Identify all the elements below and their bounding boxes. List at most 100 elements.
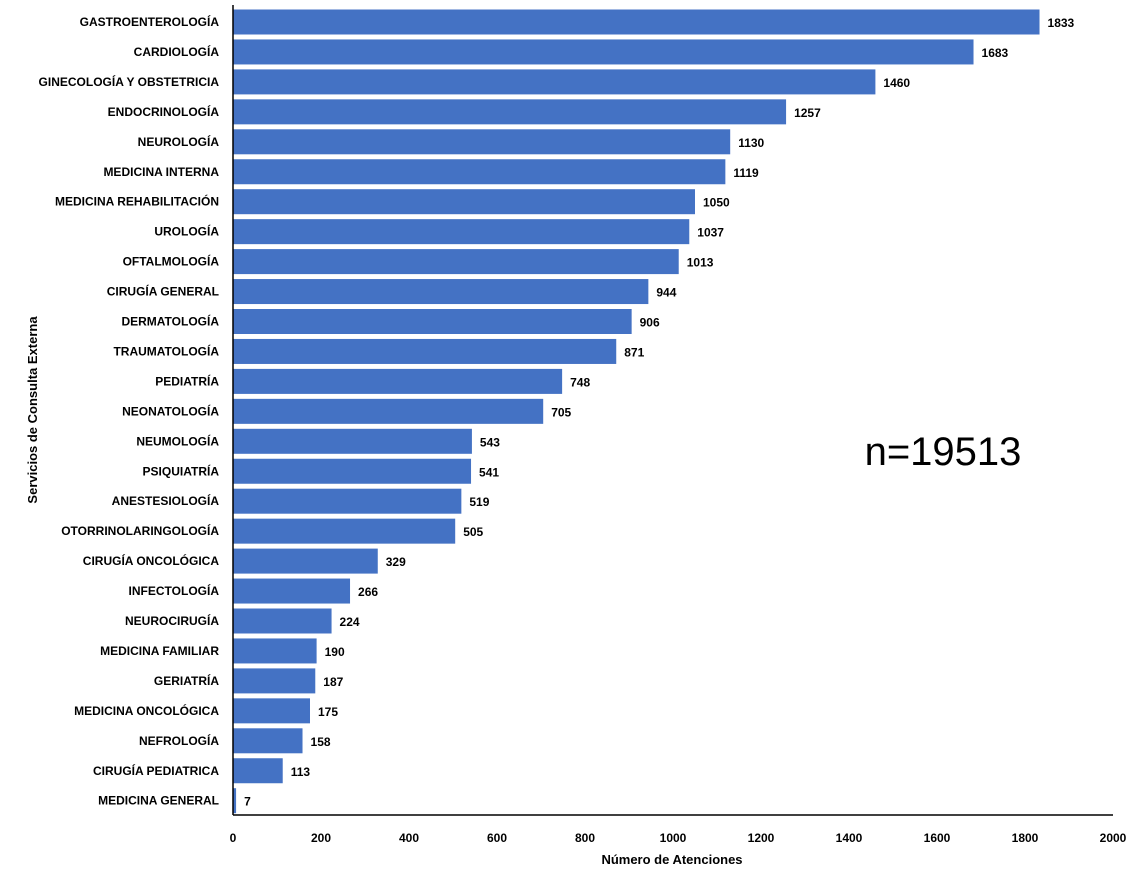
category-labels-group: GASTROENTEROLOGÍA CARDIOLOGÍA GINECOLOGÍA … [39, 14, 220, 808]
value-label: 158 [311, 735, 331, 749]
bar [233, 69, 876, 95]
bar [233, 279, 649, 305]
bar [233, 488, 462, 514]
x-tick-label: 1600 [924, 831, 951, 845]
category-label: GERIATRÍA [154, 673, 219, 688]
bar [233, 309, 632, 334]
x-tick-label: 2000 [1100, 831, 1127, 845]
category-label: CIRUGÍA ONCOLÓGICA [83, 553, 220, 568]
value-label: 505 [463, 525, 483, 539]
value-label: 1119 [733, 166, 759, 180]
category-label: NEONATOLOGÍA [122, 403, 219, 418]
bar [233, 9, 1040, 35]
value-label: 1037 [697, 226, 724, 240]
value-label: 190 [325, 645, 345, 659]
value-label: 175 [318, 705, 338, 719]
category-label: NEUROLOGÍA [138, 134, 220, 149]
x-tick-label: 1800 [1012, 831, 1039, 845]
bar [233, 728, 303, 754]
x-tick-label: 1200 [748, 831, 775, 845]
sample-size-annotation: n=19513 [865, 430, 1022, 474]
category-label: TRAUMATOLOGÍA [113, 343, 219, 358]
category-label: OTORRINOLARINGOLOGÍA [61, 523, 219, 538]
category-label: ANESTESIOLOGÍA [112, 493, 220, 508]
value-label: 1050 [703, 196, 730, 210]
x-tick-label: 800 [575, 831, 595, 845]
bar [233, 39, 974, 65]
category-label: NEFROLOGÍA [139, 733, 219, 748]
bar [233, 249, 679, 275]
category-label: ENDOCRINOLOGÍA [108, 104, 220, 119]
bar [233, 129, 731, 155]
x-tick-label: 600 [487, 831, 507, 845]
category-label: INFECTOLOGÍA [129, 583, 220, 598]
category-label: MEDICINA FAMILIAR [100, 644, 219, 658]
bar [233, 788, 237, 814]
x-tick-labels-group: 0 200 400 600 800 1000 1200 1400 1600 1800 2000 [230, 831, 1127, 845]
bar [233, 428, 472, 454]
value-label: 329 [386, 555, 406, 569]
value-label: 1130 [738, 136, 764, 150]
y-axis-title: Servicios de Consulta Externa [25, 316, 40, 504]
bar [233, 368, 563, 394]
bar [233, 219, 690, 245]
bar [233, 99, 787, 125]
value-label: 906 [640, 316, 660, 330]
category-label: PEDIATRÍA [155, 373, 219, 388]
value-label: 541 [479, 465, 499, 479]
value-label: 187 [323, 675, 343, 689]
value-label: 1833 [1048, 16, 1075, 30]
value-label: 1257 [794, 106, 821, 120]
bar [233, 608, 332, 634]
bar [233, 398, 544, 424]
value-label: 1013 [687, 256, 714, 270]
value-label: 224 [340, 615, 360, 629]
value-labels-group: 1833 1683 1460 1257 1130 1119 1050 1037 1013 944 9… [244, 16, 1074, 809]
category-label: NEUMOLOGÍA [136, 433, 219, 448]
bar [233, 698, 310, 724]
category-label: CARDIOLOGÍA [134, 44, 220, 59]
value-label: 543 [480, 435, 500, 449]
x-tick-label: 1000 [660, 831, 687, 845]
value-label: 7 [244, 795, 251, 809]
value-label: 1683 [982, 46, 1009, 60]
category-label: NEUROCIRUGÍA [125, 613, 219, 628]
bar [233, 668, 316, 694]
value-label: 944 [656, 286, 676, 300]
category-label: MEDICINA REHABILITACIÓN [55, 194, 219, 209]
category-label: UROLOGÍA [154, 224, 219, 239]
category-label: CIRUGÍA PEDIATRICA [93, 763, 219, 778]
bar [233, 758, 283, 784]
value-label: 519 [469, 495, 489, 509]
value-label: 1460 [883, 76, 910, 90]
value-label: 748 [570, 375, 590, 389]
bar [233, 189, 695, 215]
category-label: OFTALMOLOGÍA [123, 254, 220, 269]
bar [233, 159, 726, 185]
category-label: MEDICINA ONCOLÓGICA [74, 703, 219, 718]
bar [233, 548, 378, 574]
bar [233, 338, 617, 364]
x-tick-label: 400 [399, 831, 419, 845]
category-label: PSIQUIATRÍA [143, 463, 220, 478]
value-label: 871 [624, 345, 644, 359]
bar [233, 578, 351, 604]
x-tick-label: 200 [311, 831, 331, 845]
value-label: 113 [291, 765, 311, 779]
bar [233, 518, 456, 544]
x-axis-title: Número de Atenciones [601, 852, 742, 867]
category-label: CIRUGÍA GENERAL [107, 284, 219, 299]
category-label: DERMATOLOGÍA [121, 314, 219, 329]
x-tick-label: 1400 [836, 831, 863, 845]
category-label: MEDICINA INTERNA [103, 165, 219, 179]
bars-group [233, 9, 1040, 814]
bar [233, 458, 472, 484]
x-tick-label: 0 [230, 831, 237, 845]
category-label: MEDICINA GENERAL [98, 794, 219, 808]
bar [233, 638, 317, 664]
value-label: 266 [358, 585, 378, 599]
value-label: 705 [551, 405, 571, 419]
category-label: GASTROENTEROLOGÍA [80, 14, 220, 29]
category-label: GINECOLOGÍA Y OBSTETRICIA [39, 74, 220, 89]
